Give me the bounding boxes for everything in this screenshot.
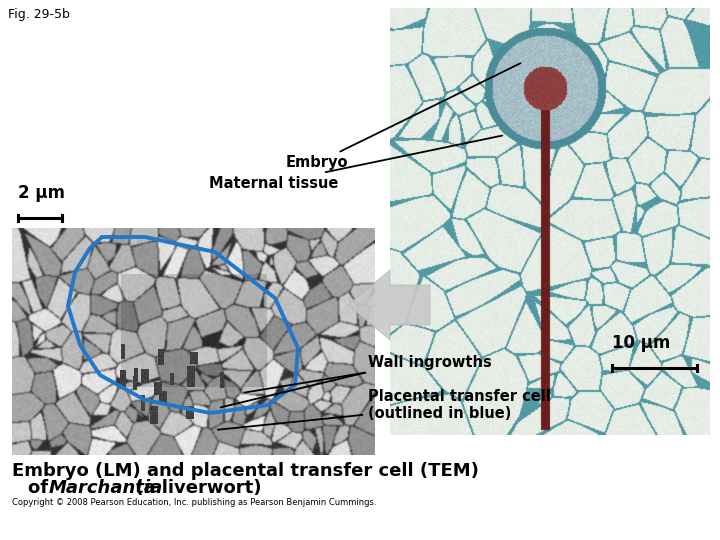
Text: Maternal tissue: Maternal tissue xyxy=(209,136,503,191)
Text: Fig. 29-5b: Fig. 29-5b xyxy=(8,8,70,21)
Text: of: of xyxy=(28,479,55,497)
Text: Placental transfer cell
(outlined in blue): Placental transfer cell (outlined in blu… xyxy=(217,389,551,430)
Text: (a liverwort): (a liverwort) xyxy=(129,479,261,497)
Text: Wall ingrowths: Wall ingrowths xyxy=(245,354,492,393)
Text: Embryo: Embryo xyxy=(286,63,521,171)
Text: Embryo (LM) and placental transfer cell (TEM): Embryo (LM) and placental transfer cell … xyxy=(12,462,479,480)
Text: Marchantia: Marchantia xyxy=(49,479,163,497)
Text: 10 μm: 10 μm xyxy=(612,334,670,352)
Text: Copyright © 2008 Pearson Education, Inc. publishing as Pearson Benjamin Cummings: Copyright © 2008 Pearson Education, Inc.… xyxy=(12,498,377,507)
Text: 2 μm: 2 μm xyxy=(18,184,65,202)
Polygon shape xyxy=(348,270,430,340)
